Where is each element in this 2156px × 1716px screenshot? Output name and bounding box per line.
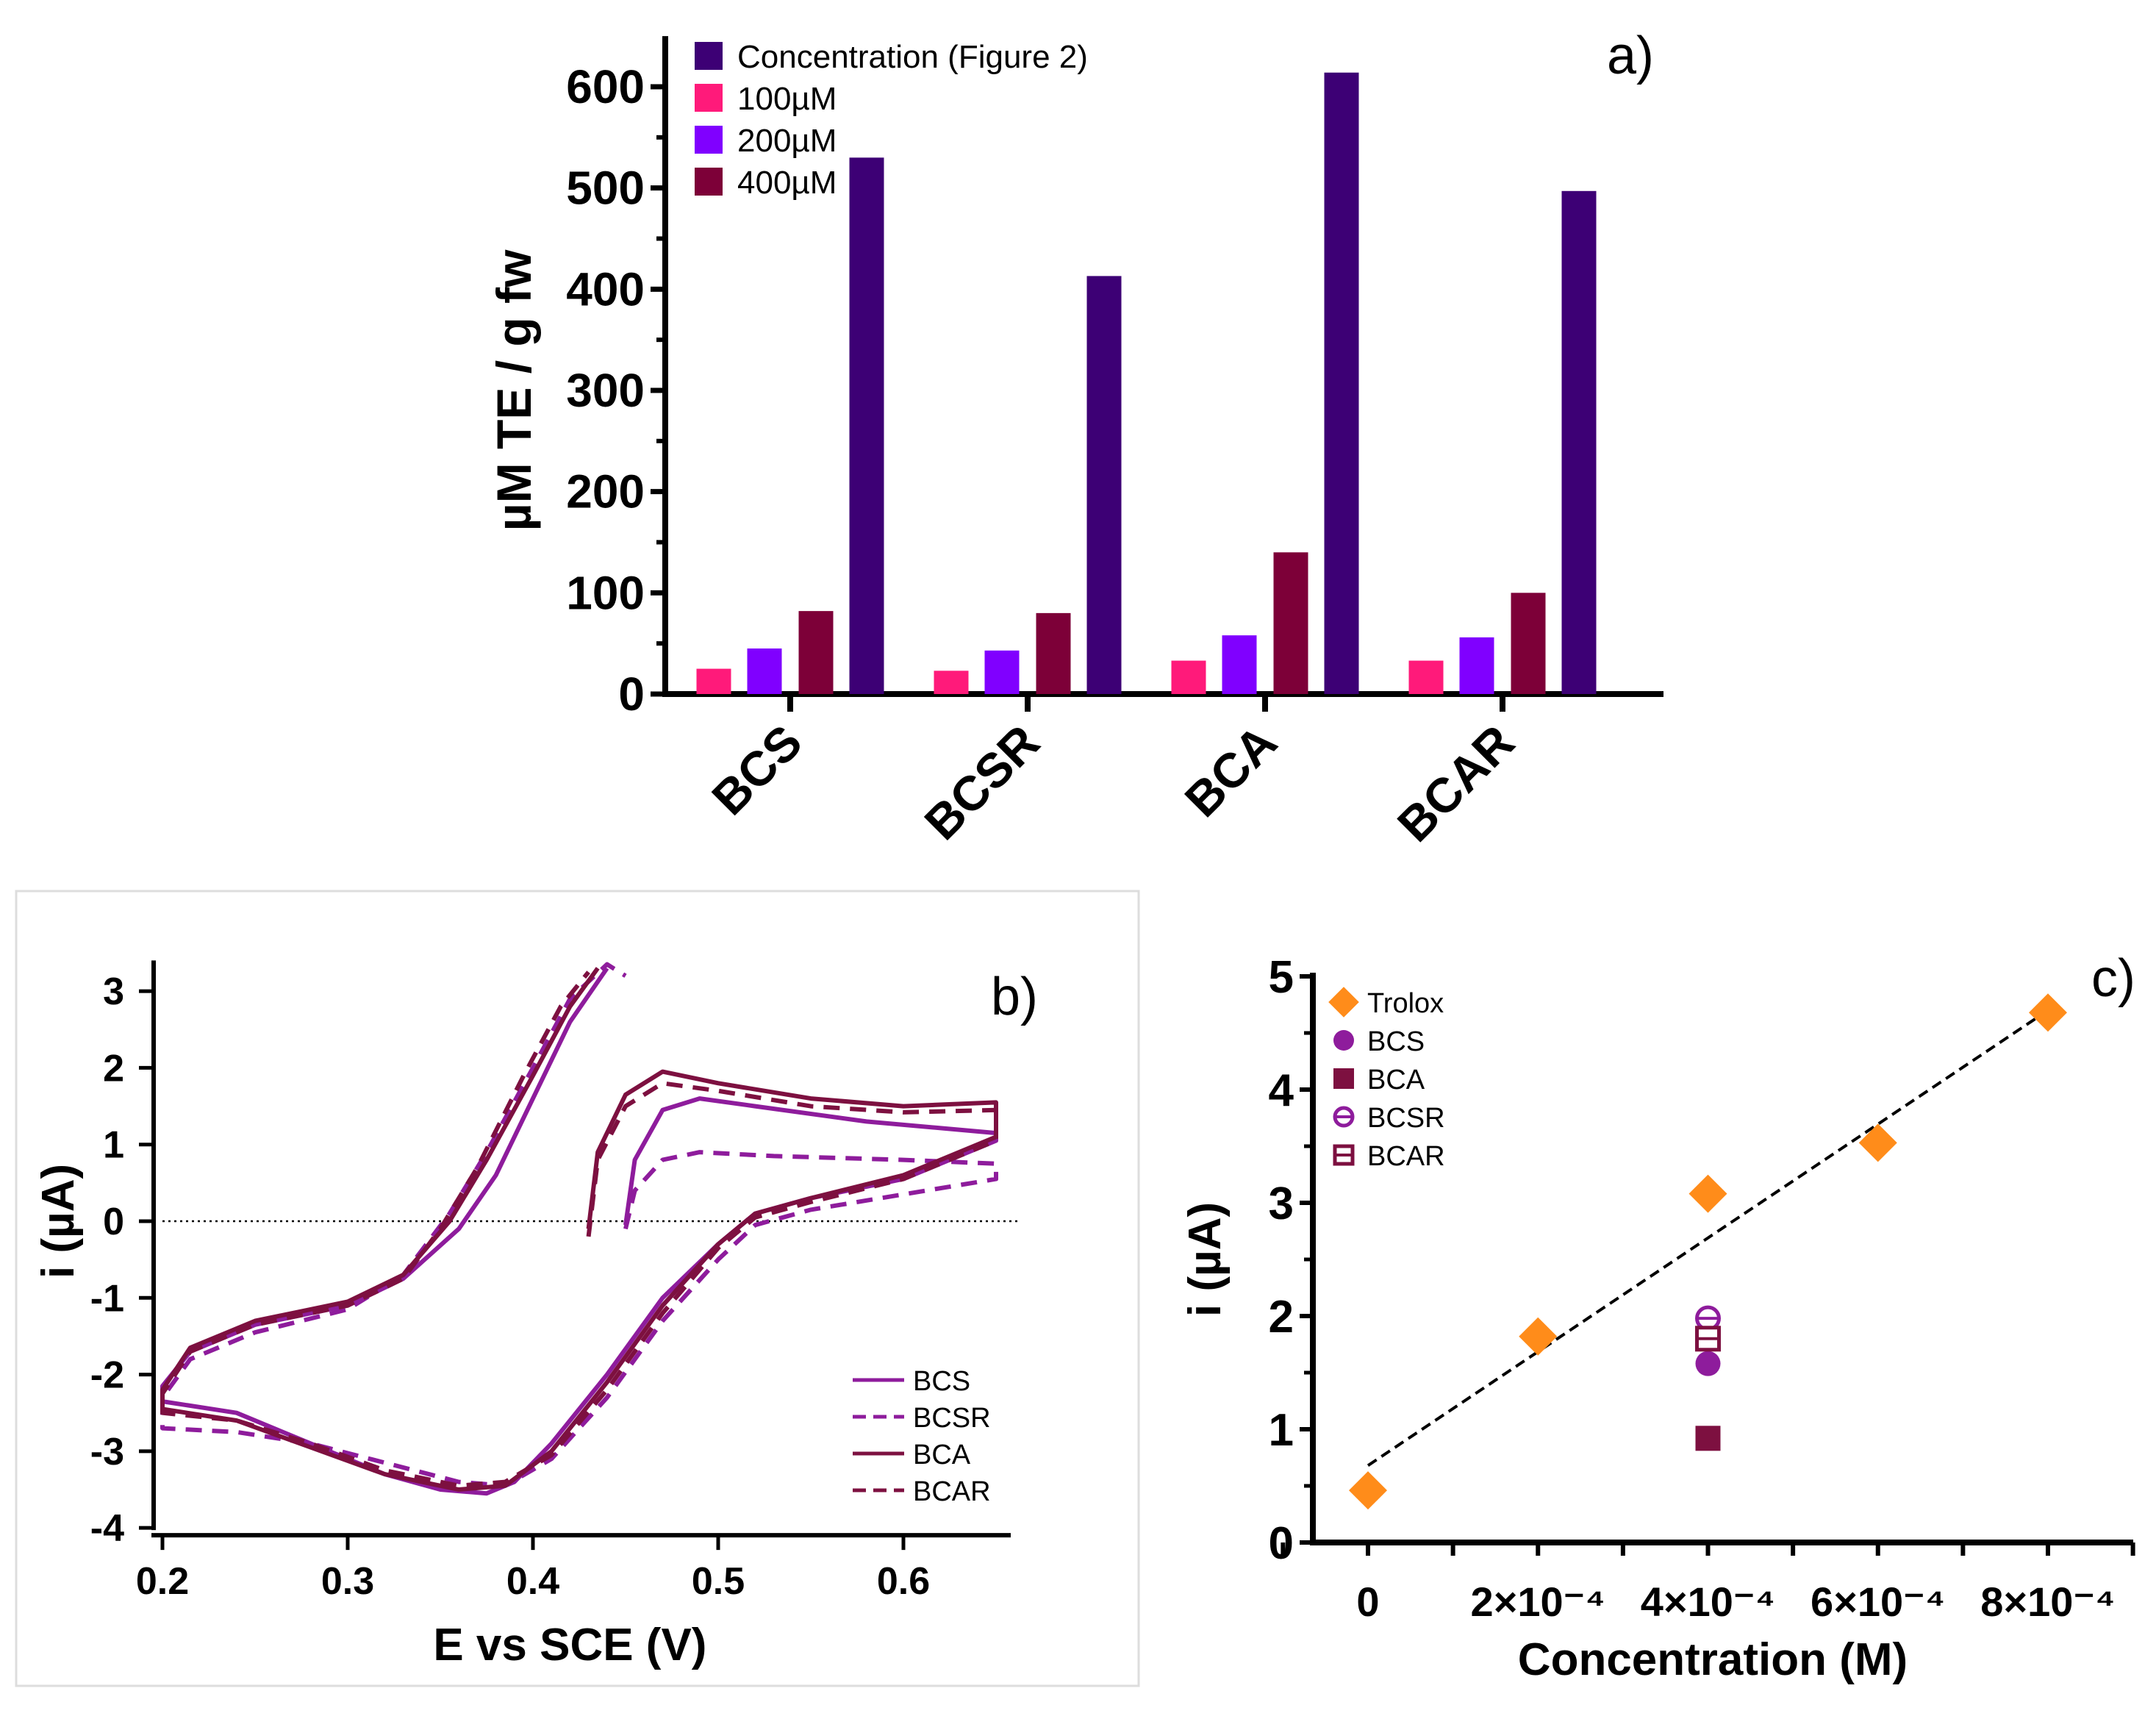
c-y-tick-label: 3 — [1269, 1179, 1294, 1229]
a-x-tick-label: BCA — [1174, 715, 1286, 827]
c-point-trolox — [1858, 1123, 1897, 1162]
b-cv-curve-bcar — [160, 970, 998, 1488]
c-point-trolox — [1688, 1174, 1727, 1213]
c-x-tick-label: 0 — [1356, 1579, 1379, 1625]
a-bar-200-m — [747, 648, 782, 694]
b-y-tick-label: 1 — [103, 1124, 124, 1167]
c-y-axis-label: i (µA) — [1180, 1202, 1231, 1317]
c-panel-label: c) — [2091, 949, 2135, 1008]
a-legend-swatch — [695, 126, 723, 154]
c-fit-line — [1367, 1009, 2049, 1467]
c-x-tick-label: 8×10⁻⁴ — [1980, 1579, 2115, 1625]
c-x-tick-label: 4×10⁻⁴ — [1641, 1579, 1775, 1625]
a-legend-swatch — [695, 42, 723, 70]
c-legend-label: BCA — [1367, 1065, 1425, 1095]
c-point-bcs — [1695, 1351, 1721, 1376]
b-legend-label: BCAR — [913, 1476, 991, 1507]
b-panel-label: b) — [991, 968, 1038, 1026]
a-y-tick-label: 600 — [566, 60, 645, 113]
b-y-tick-label: 3 — [103, 970, 124, 1013]
c-legend-label: BCS — [1367, 1026, 1425, 1057]
a-legend-label: 200µM — [737, 123, 837, 159]
a-y-tick-label: 400 — [566, 262, 645, 315]
a-legend-label: 400µM — [737, 165, 837, 201]
c-y-tick-label: 1 — [1269, 1405, 1294, 1456]
a-bar-100-m — [934, 671, 969, 694]
a-bar-400-m — [1511, 593, 1546, 694]
a-y-tick-label: 0 — [618, 668, 645, 721]
a-legend-swatch — [695, 168, 723, 196]
b-y-tick-label: -2 — [90, 1354, 124, 1397]
c-legend-marker — [1333, 1030, 1354, 1051]
a-bar-400-m — [798, 611, 834, 694]
c-y-tick-label: 4 — [1269, 1065, 1294, 1116]
c-legend-marker — [1333, 1068, 1354, 1089]
a-y-tick-label: 200 — [566, 465, 645, 518]
a-x-tick-label: BCSR — [914, 715, 1050, 851]
a-bar-200-m — [1459, 637, 1494, 694]
b-y-tick-label: -4 — [90, 1507, 124, 1550]
b-y-tick-label: 2 — [103, 1047, 124, 1090]
b-y-tick-label: -3 — [90, 1431, 124, 1473]
b-legend-label: BCSR — [913, 1403, 991, 1434]
c-x-tick-label: 2×10⁻⁴ — [1471, 1579, 1605, 1625]
c-legend-label: BCSR — [1367, 1103, 1445, 1134]
b-legend-label: BCS — [913, 1366, 970, 1397]
c-x-tick-label: 6×10⁻⁴ — [1811, 1579, 1945, 1625]
a-legend-label: 100µM — [737, 81, 837, 117]
b-y-tick-label: 0 — [103, 1201, 124, 1243]
a-bar-400-m — [1273, 552, 1308, 694]
c-y-tick-label: 2 — [1269, 1292, 1294, 1343]
c-x-axis-label: Concentration (M) — [1518, 1634, 1908, 1685]
c-legend-label: BCAR — [1367, 1141, 1445, 1172]
a-bar-100-m — [696, 668, 731, 694]
a-bar-100-m — [1171, 660, 1206, 694]
a-legend-swatch — [695, 84, 723, 112]
b-y-axis-label: i (µA) — [33, 1164, 84, 1279]
a-y-tick-label: 300 — [566, 364, 645, 417]
a-bar-concentration-figure-2- — [1086, 276, 1122, 695]
a-bar-200-m — [1222, 635, 1257, 694]
c-legend-label: Trolox — [1367, 988, 1444, 1019]
a-bar-concentration-figure-2- — [1561, 190, 1597, 695]
b-x-axis-label: E vs SCE (V) — [433, 1620, 706, 1670]
a-bar-100-m — [1408, 660, 1444, 694]
a-bar-concentration-figure-2- — [1324, 72, 1359, 694]
c-y-tick-label: 5 — [1269, 952, 1294, 1003]
c-point-trolox — [2029, 993, 2067, 1032]
b-panel-frame — [15, 890, 1140, 1687]
b-x-tick-label: 0.6 — [877, 1560, 930, 1603]
a-x-tick-label: BCS — [701, 715, 812, 826]
a-y-tick-label: 500 — [566, 162, 645, 215]
c-point-trolox — [1349, 1471, 1387, 1510]
b-y-tick-label: -1 — [90, 1277, 124, 1320]
a-bar-200-m — [984, 650, 1020, 694]
a-y-tick-label: 100 — [566, 566, 645, 619]
a-panel-label: a) — [1607, 26, 1654, 85]
b-x-tick-label: 0.4 — [506, 1560, 559, 1603]
b-x-tick-label: 0.5 — [692, 1560, 745, 1603]
b-legend-label: BCA — [913, 1440, 971, 1470]
a-y-axis-label: µM TE / g fw — [487, 249, 541, 531]
a-bar-concentration-figure-2- — [849, 157, 884, 694]
c-point-trolox — [1519, 1317, 1558, 1356]
c-point-bca — [1695, 1426, 1721, 1451]
c-legend-marker — [1328, 987, 1359, 1018]
b-x-tick-label: 0.3 — [321, 1560, 374, 1603]
a-x-tick-label: BCAR — [1387, 715, 1525, 852]
b-x-tick-label: 0.2 — [136, 1560, 189, 1603]
a-legend-label: Concentration (Figure 2) — [737, 39, 1088, 75]
a-bar-400-m — [1036, 612, 1071, 694]
